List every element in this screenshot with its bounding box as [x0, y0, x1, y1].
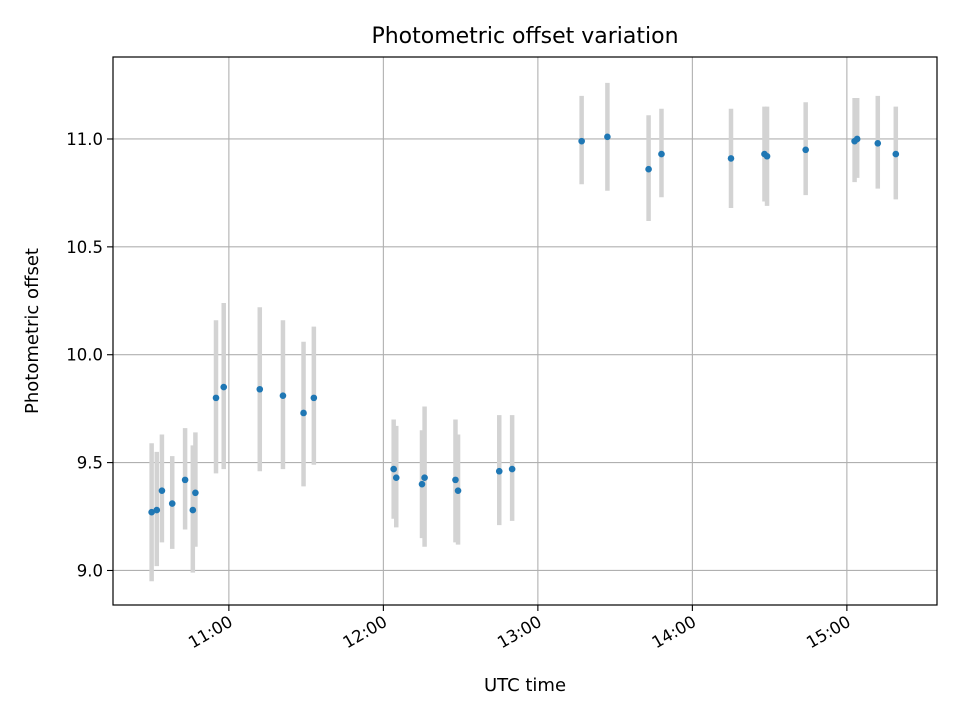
tick-layer: 9.0 9.5 10.0 10.5 11.0 11:00 12:00 13:00 14:00 15…	[66, 130, 854, 652]
data-point	[192, 489, 199, 497]
data-point	[763, 152, 771, 160]
x-tick-label: 11:00	[185, 612, 236, 652]
data-point	[189, 506, 197, 514]
data-point	[212, 394, 220, 402]
errorbar-layer	[149, 82, 899, 582]
data-point	[452, 476, 459, 484]
data-point	[421, 474, 428, 482]
data-point	[158, 487, 166, 494]
data-point	[727, 155, 735, 162]
data-point	[495, 467, 503, 475]
data-point	[153, 506, 161, 514]
data-point	[181, 476, 189, 484]
x-tick-label: 12:00	[340, 612, 391, 652]
data-point	[168, 500, 176, 507]
data-point	[874, 139, 882, 147]
data-point	[658, 150, 665, 158]
y-tick-label: 9.0	[77, 561, 103, 580]
x-tick-label: 13:00	[494, 612, 545, 652]
data-point	[454, 487, 462, 494]
x-tick-label: 14:00	[649, 612, 700, 652]
data-point	[256, 385, 264, 393]
y-tick-label: 11.0	[66, 130, 103, 149]
data-point	[892, 150, 900, 158]
data-point	[802, 146, 809, 154]
data-point	[853, 135, 861, 143]
y-tick-label: 9.5	[77, 454, 103, 473]
data-point	[604, 133, 611, 141]
data-point	[279, 392, 287, 400]
chart-title: Photometric offset variation	[371, 24, 678, 49]
data-point	[300, 409, 307, 417]
data-point	[578, 137, 585, 145]
y-tick-label: 10.5	[66, 238, 103, 257]
data-point	[310, 394, 318, 402]
plot-frame	[112, 56, 938, 606]
data-point	[418, 480, 426, 488]
grid-layer	[113, 57, 937, 605]
data-point	[390, 465, 397, 473]
y-axis-label: Photometric offset	[22, 248, 43, 414]
data-point	[508, 465, 516, 473]
data-point	[645, 165, 652, 173]
data-point	[392, 474, 400, 482]
point-layer	[148, 133, 900, 516]
x-tick-label: 15:00	[803, 612, 854, 652]
data-point	[148, 508, 155, 516]
y-tick-label: 10.0	[66, 346, 103, 365]
x-axis-label: UTC time	[484, 675, 566, 696]
data-point	[220, 383, 228, 391]
